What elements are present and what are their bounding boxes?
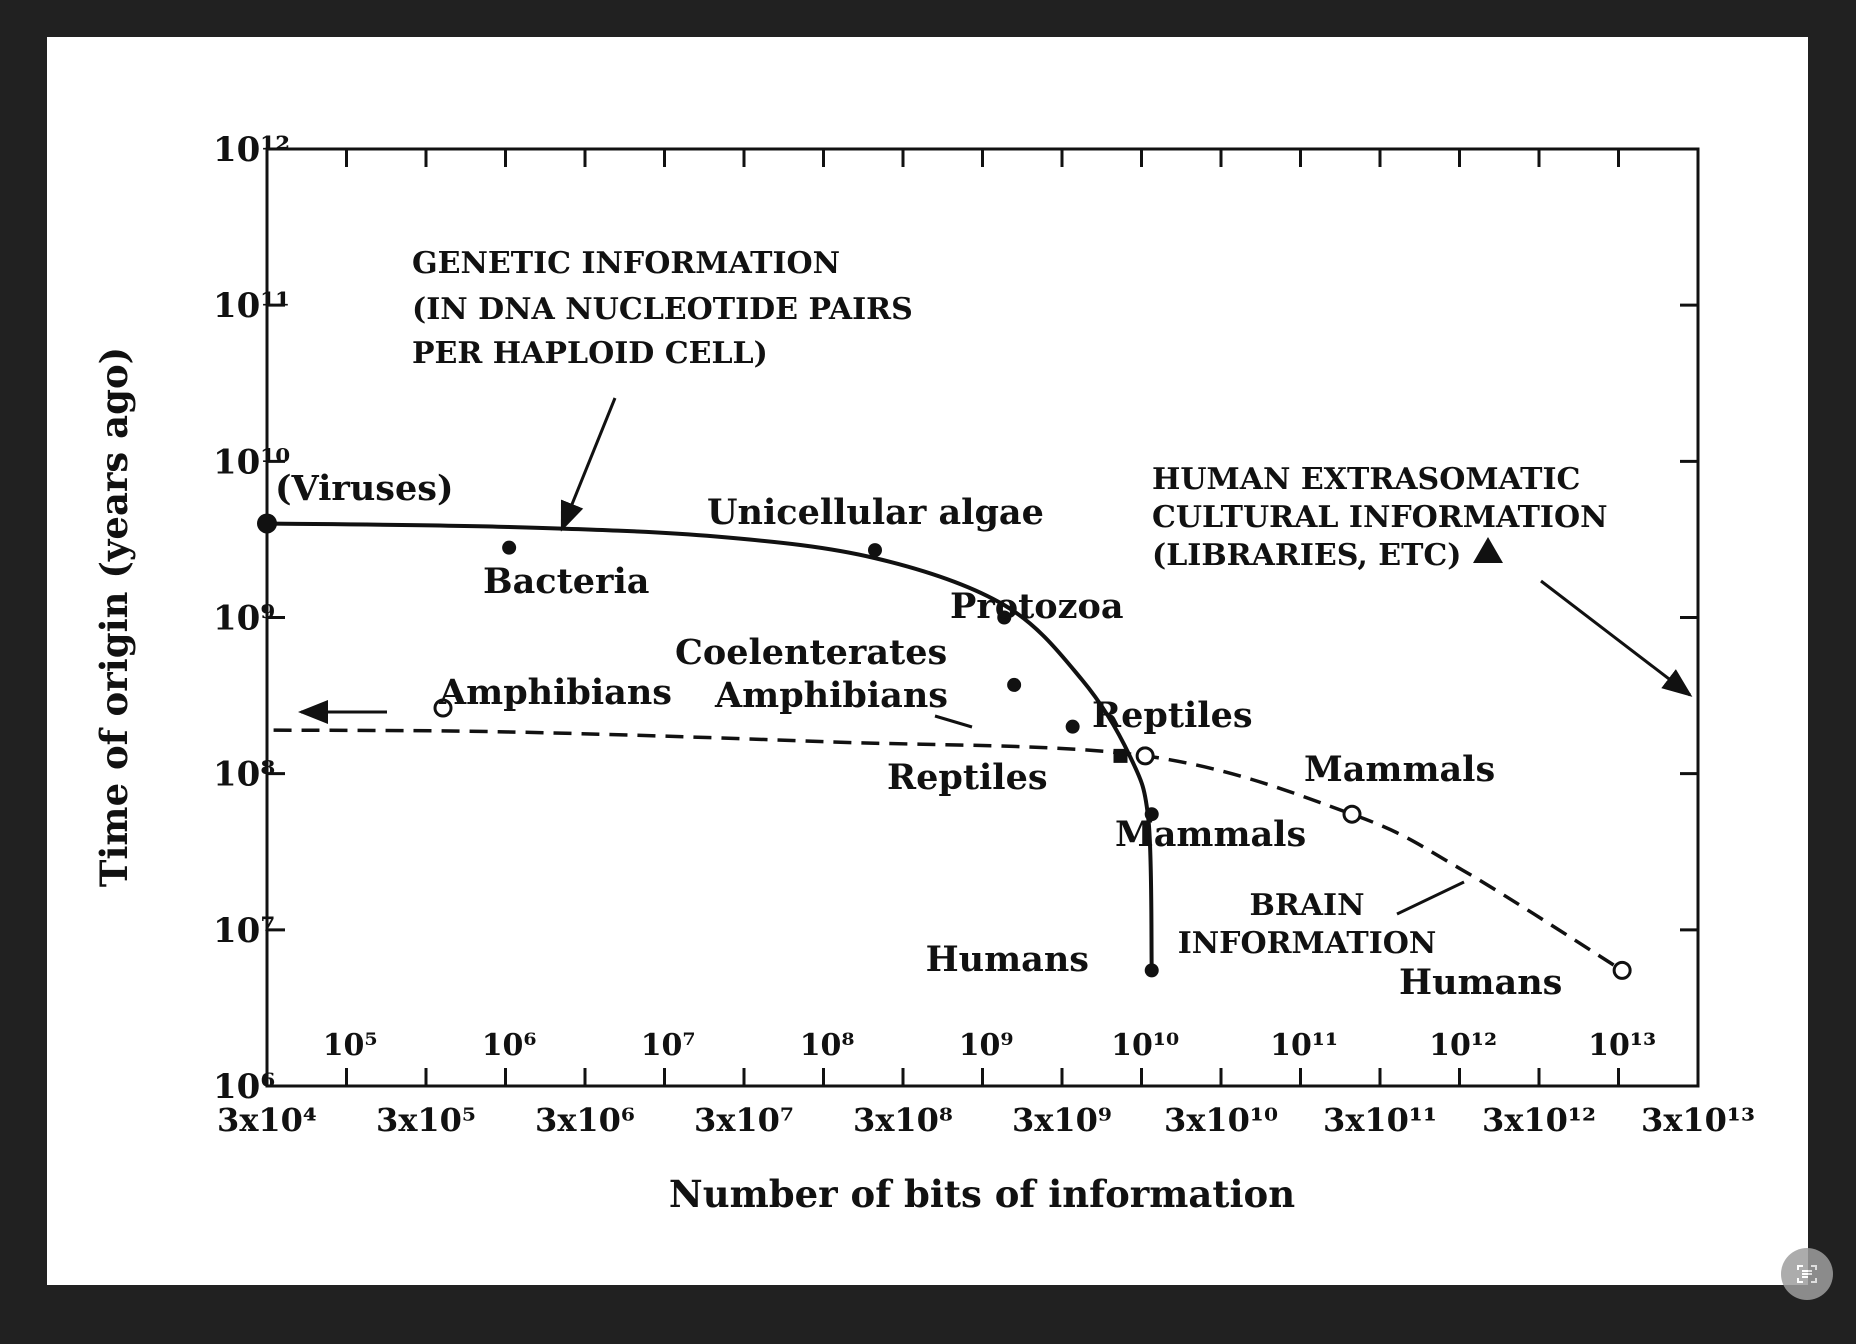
genetic-point-marker — [1007, 677, 1022, 692]
x-tick-label-bottom: 3x10⁹ — [1012, 1101, 1112, 1139]
brain-point-marker — [1342, 804, 1362, 824]
genetic-annotation-arrow — [560, 397, 617, 532]
amphibians-leader — [934, 714, 973, 729]
cultural-annotation-arrow — [1540, 579, 1693, 697]
genetic-point-marker — [1144, 807, 1159, 822]
x-tick-label-inner: 10¹¹ — [1270, 1028, 1338, 1063]
label-reptiles-brain: Reptiles — [1092, 695, 1253, 736]
x-tick-label-bottom: 3x10⁴ — [217, 1101, 317, 1139]
chart: 10⁶ 10⁷ 10⁸ 10⁹ 10¹⁰ 10¹¹ 10¹² 10⁵ 10⁶ 10⁷ 10⁸ 10⁹… — [92, 130, 1755, 1216]
x-tick-label-bottom: 3x10⁸ — [853, 1101, 953, 1139]
brain-point-marker — [1135, 746, 1155, 766]
label-mammals-genetic: Mammals — [1115, 814, 1306, 855]
brain-annotation-line-1: BRAIN — [1249, 888, 1364, 923]
x-tick-label-bottom: 3x10¹⁰ — [1164, 1101, 1278, 1139]
y-tick-label: 10⁷ — [213, 911, 275, 951]
x-tick-label-inner: 10⁷ — [641, 1028, 696, 1063]
genetic-information-curve — [266, 521, 1154, 971]
label-coelenterates: Coelenterates — [675, 632, 947, 673]
y-tick-label: 10¹² — [213, 130, 290, 170]
x-tick-label-inner: 10⁹ — [959, 1028, 1014, 1063]
genetic-annotation-line-3: PER HAPLOID CELL) — [412, 336, 768, 371]
x-tick-label-bottom: 3x10⁶ — [535, 1101, 635, 1139]
tick-marks — [265, 147, 1700, 1088]
genetic-annotation-line-2: (IN DNA NUCLEOTIDE PAIRS — [412, 292, 913, 327]
label-amphibians-brain: Amphibians — [438, 672, 672, 713]
cultural-annotation-line-1: HUMAN EXTRASOMATIC — [1152, 462, 1580, 497]
cultural-annotation-line-3: (LIBRARIES, ETC) — [1152, 538, 1461, 573]
label-amphibians-genetic: Amphibians — [714, 675, 948, 716]
x-tick-label-inner: 10⁶ — [482, 1028, 537, 1063]
genetic-point-marker — [1065, 719, 1080, 734]
brain-information-curve — [273, 728, 1624, 972]
point-labels: (Viruses) Bacteria Unicellular algae Pro… — [275, 468, 1562, 1003]
brain-annotation: BRAIN INFORMATION — [1178, 888, 1437, 961]
brain-annotation-leader — [1396, 880, 1465, 916]
label-protozoa: Protozoa — [950, 586, 1124, 627]
x-bottom-tick-labels: 3x10⁴ 3x10⁵ 3x10⁶ 3x10⁷ 3x10⁸ 3x10⁹ 3x10¹⁰ 3x10… — [217, 1101, 1755, 1139]
x-tick-label-inner: 10¹⁰ — [1111, 1028, 1179, 1063]
label-humans-brain: Humans — [1399, 962, 1562, 1003]
cultural-annotation: HUMAN EXTRASOMATIC CULTURAL INFORMATION … — [1152, 462, 1608, 573]
x-tick-label-bottom: 3x10¹³ — [1641, 1101, 1755, 1139]
genetic-annotation-line-1: GENETIC INFORMATION — [412, 246, 840, 281]
x-axis-title: Number of bits of information — [669, 1172, 1295, 1216]
y-tick-label: 10⁹ — [213, 599, 275, 639]
label-reptiles-genetic: Reptiles — [887, 757, 1048, 798]
data-point-markers — [257, 513, 1632, 980]
label-humans-genetic: Humans — [926, 939, 1089, 980]
brain-annotation-line-2: INFORMATION — [1178, 926, 1437, 961]
text-scan-icon — [1797, 1265, 1817, 1283]
x-tick-label-bottom: 3x10⁵ — [376, 1101, 476, 1139]
cultural-annotation-line-2: CULTURAL INFORMATION — [1152, 500, 1608, 535]
genetic-point-marker — [502, 540, 517, 555]
genetic-point-marker — [997, 610, 1012, 625]
y-tick-labels: 10⁶ 10⁷ 10⁸ 10⁹ 10¹⁰ 10¹¹ 10¹² — [213, 130, 290, 1107]
x-tick-label-bottom: 3x10¹² — [1482, 1101, 1596, 1139]
y-tick-label: 10¹¹ — [213, 286, 290, 326]
genetic-point-marker — [1113, 748, 1128, 763]
x-tick-label-inner: 10⁵ — [323, 1028, 378, 1063]
y-tick-label: 10⁸ — [213, 755, 275, 795]
chart-frame: 10⁶ 10⁷ 10⁸ 10⁹ 10¹⁰ 10¹¹ 10¹² 10⁵ 10⁶ 10⁷ 10⁸ 10⁹… — [47, 37, 1833, 1300]
brain-point-marker — [1612, 960, 1632, 980]
x-tick-label-bottom: 3x10¹¹ — [1323, 1101, 1437, 1139]
label-unicellular-algae: Unicellular algae — [707, 492, 1044, 533]
genetic-annotation: GENETIC INFORMATION (IN DNA NUCLEOTIDE P… — [412, 246, 913, 371]
genetic-point-marker — [257, 513, 277, 534]
x-top-tick-labels: 10⁵ 10⁶ 10⁷ 10⁸ 10⁹ 10¹⁰ 10¹¹ 10¹² 10¹³ — [323, 1028, 1656, 1063]
label-bacteria: Bacteria — [483, 561, 649, 602]
text-scan-button[interactable] — [1781, 1248, 1833, 1300]
triangle-icon — [1473, 537, 1503, 563]
x-tick-label-bottom: 3x10⁷ — [694, 1101, 794, 1139]
label-mammals-brain: Mammals — [1304, 749, 1495, 790]
genetic-point-marker — [868, 543, 883, 558]
y-tick-label: 10¹⁰ — [213, 442, 290, 482]
x-tick-label-inner: 10¹³ — [1588, 1028, 1656, 1063]
genetic-point-marker — [1144, 963, 1159, 978]
y-axis-title: Time of origin (years ago) — [92, 347, 136, 887]
x-tick-label-inner: 10⁸ — [800, 1028, 855, 1063]
y-tick-label: 10⁶ — [213, 1067, 275, 1107]
brain-point-marker — [433, 698, 453, 718]
x-tick-label-inner: 10¹² — [1429, 1028, 1497, 1063]
label-viruses: (Viruses) — [275, 468, 454, 509]
